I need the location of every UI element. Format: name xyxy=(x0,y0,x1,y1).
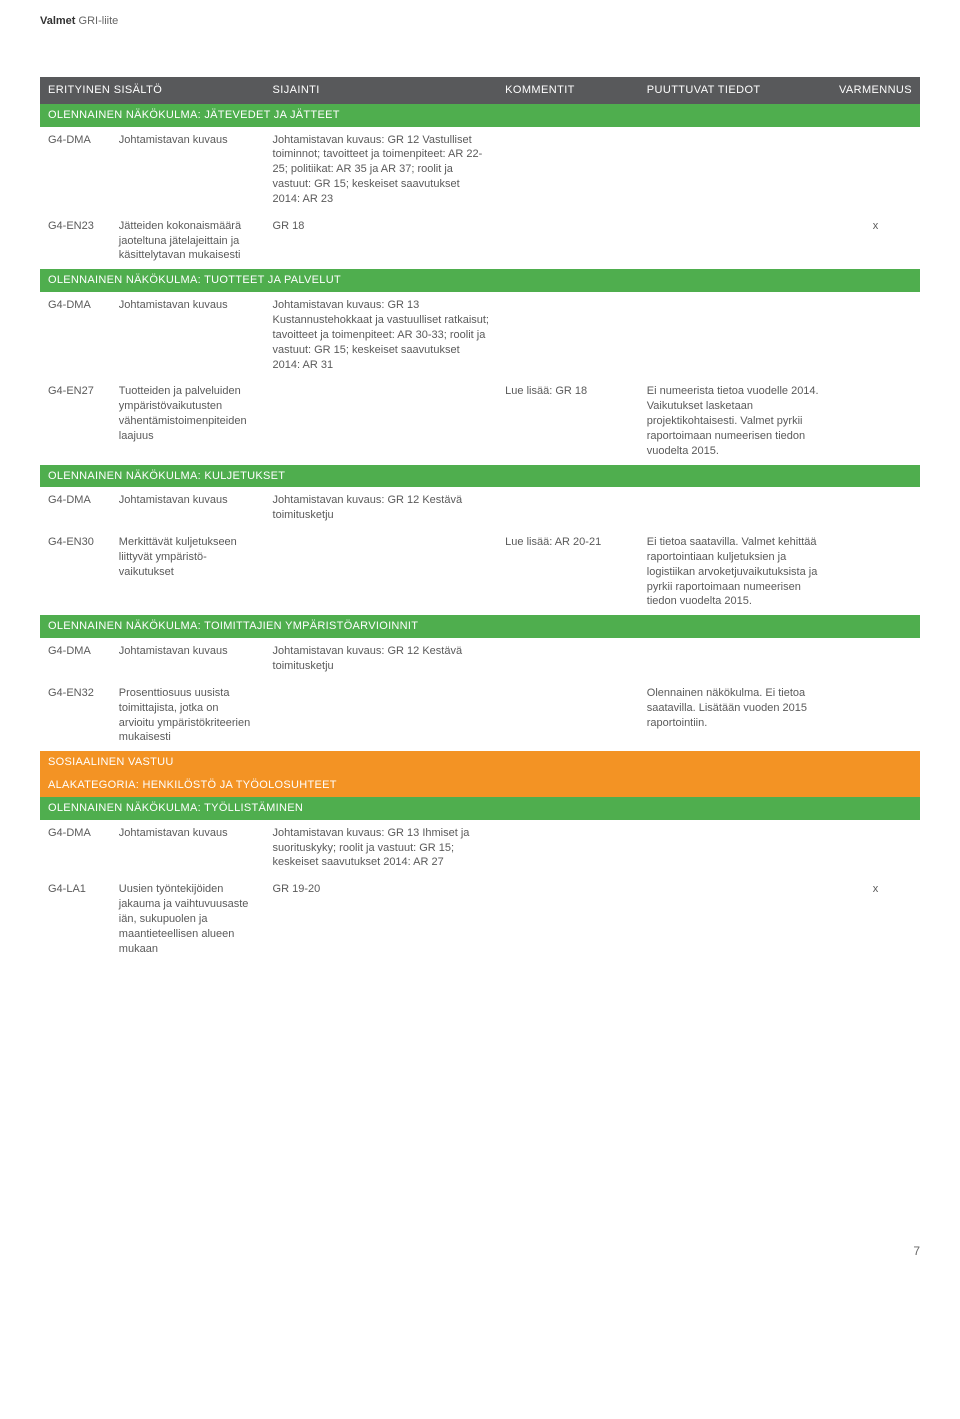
code: G4-LA1 xyxy=(40,876,111,962)
section-kuljetukset: OLENNAINEN NÄKÖKULMA: KULJETUKSET xyxy=(40,465,920,488)
section-label: OLENNAINEN NÄKÖKULMA: KULJETUKSET xyxy=(40,465,920,488)
varmennus xyxy=(831,529,920,615)
brand: Valmet xyxy=(40,15,75,27)
title: Merkittävät kuljetukseen liittyvät ympär… xyxy=(111,529,265,615)
puuttuvat xyxy=(639,487,831,529)
varmennus xyxy=(831,638,920,680)
table-row: G4-EN32 Prosenttiosuus uusista toimittaj… xyxy=(40,680,920,751)
sijainti: Johtamistavan kuvaus: GR 12 Kestävä toim… xyxy=(265,487,498,529)
table-row: G4-DMA Johtamistavan kuvaus Johtamistava… xyxy=(40,820,920,877)
puuttuvat xyxy=(639,213,831,270)
code: G4-EN27 xyxy=(40,378,111,464)
section-label: SOSIAALINEN VASTUU xyxy=(40,751,920,774)
code: G4-DMA xyxy=(40,127,111,213)
col-puuttuvat: PUUTTUVAT TIEDOT xyxy=(639,77,831,104)
puuttuvat xyxy=(639,876,831,962)
kommentit: Lue lisää: AR 20-21 xyxy=(497,529,639,615)
sijainti xyxy=(265,680,498,751)
code: G4-DMA xyxy=(40,292,111,378)
content: ERITYINEN SISÄLTÖ SIJAINTI KOMMENTIT PUU… xyxy=(0,37,960,983)
kommentit xyxy=(497,213,639,270)
sijainti: Johtamistavan kuvaus: GR 12 Kestävä toim… xyxy=(265,638,498,680)
varmennus xyxy=(831,487,920,529)
table-row: G4-EN30 Merkittävät kuljetukseen liittyv… xyxy=(40,529,920,615)
section-label: OLENNAINEN NÄKÖKULMA: JÄTEVEDET JA JÄTTE… xyxy=(40,104,920,127)
varmennus xyxy=(831,820,920,877)
title: Johtamistavan kuvaus xyxy=(111,487,265,529)
col-sijainti: SIJAINTI xyxy=(265,77,498,104)
kommentit xyxy=(497,680,639,751)
table-row: G4-EN23 Jätteiden kokonais­määrä jaotelt… xyxy=(40,213,920,270)
title: Johtamistavan kuvaus xyxy=(111,638,265,680)
section-sosiaalinen: SOSIAALINEN VASTUU xyxy=(40,751,920,774)
sijainti: Johtamistavan kuvaus: GR 13 Ihmiset ja s… xyxy=(265,820,498,877)
page-number: 7 xyxy=(0,983,960,1279)
col-kommentit: KOMMENTIT xyxy=(497,77,639,104)
title: Johtamistavan kuvaus xyxy=(111,292,265,378)
title: Johtamistavan kuvaus xyxy=(111,127,265,213)
sijainti: Johtamistavan kuvaus: GR 12 Vastulliset … xyxy=(265,127,498,213)
section-alakategoria: ALAKATEGORIA: HENKILÖSTÖ JA TYÖOLOSUHTEE… xyxy=(40,774,920,797)
varmennus: x xyxy=(831,876,920,962)
kommentit: Lue lisää: GR 18 xyxy=(497,378,639,464)
sijainti xyxy=(265,529,498,615)
table-row: G4-DMA Johtamistavan kuvaus Johtamistava… xyxy=(40,638,920,680)
table-row: G4-LA1 Uusien työntekijöiden jakauma ja … xyxy=(40,876,920,962)
puuttuvat: Ei numeerista tietoa vuo­delle 2014. Vai… xyxy=(639,378,831,464)
puuttuvat xyxy=(639,820,831,877)
puuttuvat xyxy=(639,638,831,680)
kommentit xyxy=(497,820,639,877)
title: Jätteiden kokonais­määrä jaoteltuna jäte… xyxy=(111,213,265,270)
puuttuvat xyxy=(639,127,831,213)
kommentit xyxy=(497,487,639,529)
section-label: OLENNAINEN NÄKÖKULMA: TOIMITTAJIEN YMPÄR… xyxy=(40,615,920,638)
sijainti: Johtamistavan kuvaus: GR 13 Kustannusteh… xyxy=(265,292,498,378)
sijainti xyxy=(265,378,498,464)
varmennus xyxy=(831,378,920,464)
col-erityinen: ERITYINEN SISÄLTÖ xyxy=(40,77,265,104)
puuttuvat xyxy=(639,292,831,378)
varmennus xyxy=(831,127,920,213)
kommentit xyxy=(497,876,639,962)
title: Johtamistavan kuvaus xyxy=(111,820,265,877)
section-label: OLENNAINEN NÄKÖKULMA: TYÖLLISTÄMINEN xyxy=(40,797,920,820)
varmennus: x xyxy=(831,213,920,270)
table-row: G4-DMA Johtamistavan kuvaus Johtamistava… xyxy=(40,292,920,378)
code: G4-EN23 xyxy=(40,213,111,270)
code: G4-DMA xyxy=(40,487,111,529)
page-header: Valmet GRI-liite xyxy=(0,0,960,37)
sijainti: GR 18 xyxy=(265,213,498,270)
table-header-row: ERITYINEN SISÄLTÖ SIJAINTI KOMMENTIT PUU… xyxy=(40,77,920,104)
gri-table: ERITYINEN SISÄLTÖ SIJAINTI KOMMENTIT PUU… xyxy=(40,77,920,963)
section-label: OLENNAINEN NÄKÖKULMA: TUOTTEET JA PALVEL… xyxy=(40,269,920,292)
table-row: G4-DMA Johtamistavan kuvaus Johtamistava… xyxy=(40,127,920,213)
header-suffix: GRI-liite xyxy=(79,15,119,27)
section-toimittajien: OLENNAINEN NÄKÖKULMA: TOIMITTAJIEN YMPÄR… xyxy=(40,615,920,638)
puuttuvat: Olennainen näkökulma. Ei tietoa saatavil… xyxy=(639,680,831,751)
kommentit xyxy=(497,127,639,213)
table-row: G4-DMA Johtamistavan kuvaus Johtamistava… xyxy=(40,487,920,529)
section-tyollistaminen: OLENNAINEN NÄKÖKULMA: TYÖLLISTÄMINEN xyxy=(40,797,920,820)
section-label: ALAKATEGORIA: HENKILÖSTÖ JA TYÖOLOSUHTEE… xyxy=(40,774,920,797)
title: Tuotteiden ja palvelui­den ympäristövaik… xyxy=(111,378,265,464)
code: G4-DMA xyxy=(40,820,111,877)
varmennus xyxy=(831,680,920,751)
puuttuvat: Ei tietoa saatavilla. Valmet kehittää ra… xyxy=(639,529,831,615)
code: G4-EN32 xyxy=(40,680,111,751)
title: Uusien työntekijöiden jakauma ja vaihtuv… xyxy=(111,876,265,962)
code: G4-EN30 xyxy=(40,529,111,615)
varmennus xyxy=(831,292,920,378)
section-jatevedet: OLENNAINEN NÄKÖKULMA: JÄTEVEDET JA JÄTTE… xyxy=(40,104,920,127)
kommentit xyxy=(497,638,639,680)
sijainti: GR 19-20 xyxy=(265,876,498,962)
section-tuotteet: OLENNAINEN NÄKÖKULMA: TUOTTEET JA PALVEL… xyxy=(40,269,920,292)
title: Prosenttiosuus uusista toimittajista, jo… xyxy=(111,680,265,751)
code: G4-DMA xyxy=(40,638,111,680)
table-row: G4-EN27 Tuotteiden ja palvelui­den ympär… xyxy=(40,378,920,464)
col-varmennus: VARMENNUS xyxy=(831,77,920,104)
kommentit xyxy=(497,292,639,378)
